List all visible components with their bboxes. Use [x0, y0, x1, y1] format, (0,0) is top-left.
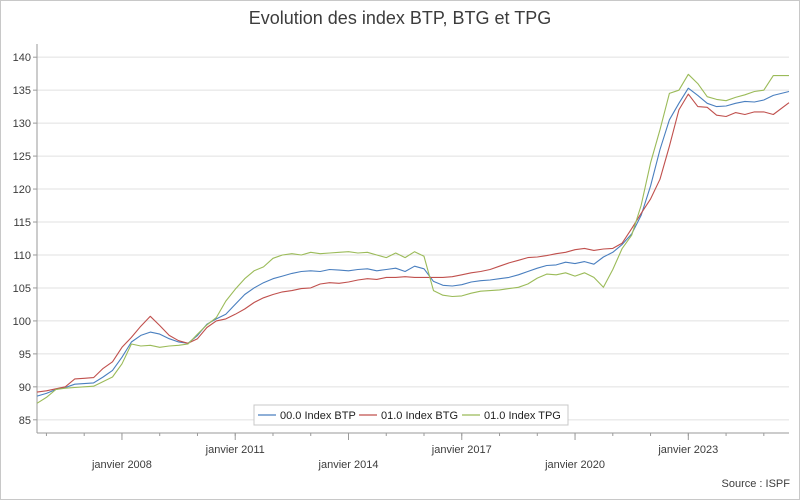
y-tick-label-125: 125	[13, 151, 31, 163]
y-tick-label-85: 85	[19, 415, 31, 427]
series-line-1	[36, 93, 790, 393]
source-note: Source : ISPF	[721, 478, 790, 490]
y-tick-label-120: 120	[13, 184, 31, 196]
x-tick-label-2020-01: janvier 2020	[544, 459, 605, 471]
series-line-0	[36, 87, 790, 397]
x-axis-ticks: janvier 2008 janvier 2011 janvier 2014 janv…	[45, 433, 765, 471]
y-tick-label-95: 95	[19, 349, 31, 361]
y-tick-label-115: 115	[13, 217, 31, 229]
y-tick-label-130: 130	[13, 118, 31, 130]
y-tick-label-110: 110	[13, 250, 31, 262]
series-line-2	[36, 73, 789, 404]
legend-label-0: 00.0 Index BTP	[280, 410, 356, 422]
x-tick-label-2023-01: janvier 2023	[657, 444, 718, 456]
legend: 00.0 Index BTP 01.0 Index BTG 01.0 Index T…	[253, 404, 569, 426]
grid-lines	[37, 56, 789, 421]
y-axis-ticks: 85 90 95 100 105 110 115 120 125 130 135 140	[13, 52, 37, 427]
axes	[36, 44, 789, 434]
legend-label-2: 01.0 Index TPG	[484, 410, 561, 422]
legend-box	[253, 404, 569, 426]
x-tick-label-2014-01: janvier 2014	[318, 459, 379, 471]
legend-label-1: 01.0 Index BTG	[381, 410, 458, 422]
y-tick-label-90: 90	[19, 382, 31, 394]
x-tick-label-2011-01: janvier 2011	[205, 444, 265, 456]
y-tick-label-105: 105	[13, 283, 31, 295]
y-tick-label-100: 100	[13, 316, 31, 328]
series-lines	[36, 73, 790, 404]
x-tick-label-2017-01: janvier 2017	[431, 444, 492, 456]
x-tick-label-2008-01: janvier 2008	[91, 459, 152, 471]
y-tick-label-140: 140	[13, 52, 31, 64]
chart-title: Evolution des index BTP, BTG et TPG	[248, 8, 552, 28]
y-tick-label-135: 135	[13, 85, 31, 97]
